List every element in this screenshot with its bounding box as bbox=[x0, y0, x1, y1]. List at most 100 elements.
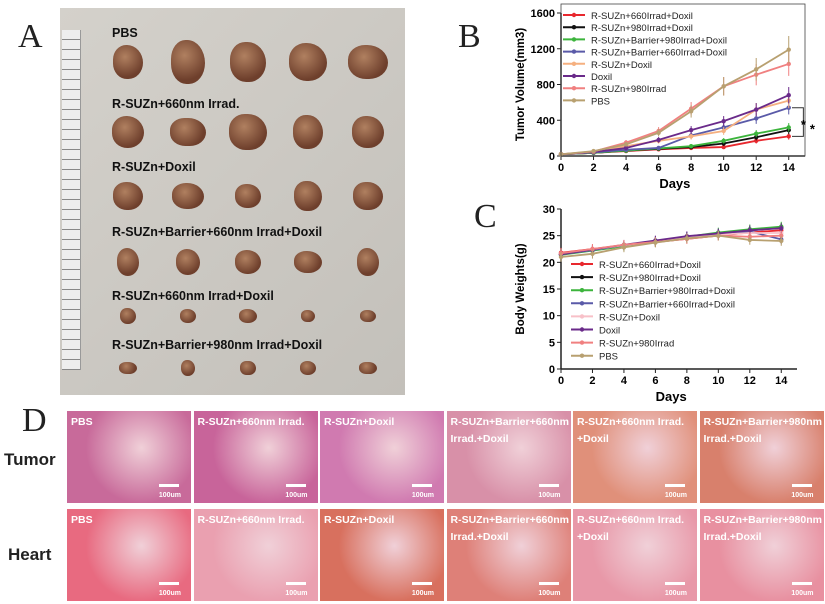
histology-heart-3: R-SUZn+Barrier+660nm Irrad.+Doxil 100um bbox=[446, 509, 571, 601]
data-point bbox=[779, 238, 784, 244]
scale-bar-label: 100um bbox=[158, 492, 181, 499]
x-tick-label: 0 bbox=[558, 162, 564, 174]
histology-tumor-2: R-SUZn+Doxil 100um bbox=[320, 411, 444, 503]
legend-label: R-SUZn+Barrier+980Irrad+Doxil bbox=[599, 286, 735, 297]
x-tick-label: 10 bbox=[712, 375, 724, 387]
x-axis-label: Days bbox=[656, 389, 687, 404]
scale-bar bbox=[791, 484, 812, 487]
tumor-specimen bbox=[111, 116, 145, 148]
data-point bbox=[688, 109, 694, 114]
data-point bbox=[688, 134, 694, 139]
data-point bbox=[621, 245, 627, 250]
x-tick-label: 4 bbox=[623, 162, 630, 174]
group-label: R-SUZn+Barrier+980nm Irrad+Doxil bbox=[112, 338, 323, 352]
y-tick-label: 5 bbox=[549, 337, 555, 349]
series-line bbox=[560, 48, 790, 156]
legend-marker bbox=[571, 25, 577, 30]
legend-marker bbox=[571, 12, 577, 18]
tile-label: R-SUZn+660nm Irrad. +Doxil bbox=[577, 416, 685, 445]
tumor-specimen bbox=[234, 250, 262, 274]
tumor-specimen bbox=[172, 183, 204, 209]
legend-label: R-SUZn+660Irrad+Doxil bbox=[599, 260, 701, 271]
data-point bbox=[721, 84, 726, 89]
x-tick-label: 2 bbox=[590, 162, 596, 174]
series-line bbox=[560, 234, 782, 258]
scale-bar-label: 100um bbox=[285, 492, 308, 499]
data-point bbox=[656, 130, 661, 135]
tile-label: R-SUZn+660nm Irrad. +Doxil bbox=[577, 514, 685, 543]
body-weight-chart: 0 2 4 6 8 10 12 14 0 5 10 15 20 25 30 Days Body Weights(… bbox=[515, 204, 797, 404]
scale-bar-label: 100um bbox=[538, 492, 561, 499]
tumor-specimen bbox=[181, 360, 195, 376]
group-label: R-SUZn+660nm Irrad+Doxil bbox=[112, 289, 274, 303]
tumor-specimen bbox=[293, 250, 323, 274]
legend-marker bbox=[571, 73, 577, 79]
legend-marker bbox=[579, 274, 585, 280]
tumor-specimen bbox=[359, 361, 377, 375]
data-point bbox=[721, 138, 726, 144]
x-tick-label: 12 bbox=[744, 375, 756, 387]
legend-label: Doxil bbox=[599, 326, 620, 337]
data-point bbox=[590, 251, 595, 256]
legend-label: R-SUZn+660Irrad+Doxil bbox=[591, 11, 693, 22]
legend-label: R-SUZn+Barrier+660Irrad+Doxil bbox=[599, 299, 735, 310]
tumor-specimen bbox=[112, 45, 144, 79]
x-tick-label: 2 bbox=[589, 375, 595, 387]
series-line bbox=[560, 94, 790, 156]
significance-marker: * bbox=[801, 117, 807, 132]
panel-label-c: C bbox=[474, 198, 497, 235]
legend-marker bbox=[579, 327, 585, 332]
tile-label: R-SUZn+Barrier+660nm Irrad.+Doxil bbox=[450, 416, 569, 445]
tumor-specimen bbox=[229, 113, 267, 151]
data-point bbox=[653, 240, 658, 245]
tile-label: R-SUZn+660nm Irrad. bbox=[197, 514, 305, 526]
legend-label: Doxil bbox=[591, 72, 612, 83]
data-point bbox=[721, 144, 726, 150]
data-point bbox=[786, 93, 791, 98]
data-point bbox=[716, 233, 721, 238]
y-tick-label: 0 bbox=[549, 151, 555, 163]
data-point bbox=[688, 143, 694, 149]
panel-label-b: B bbox=[458, 18, 481, 55]
legend-label: R-SUZn+980Irrad bbox=[599, 339, 674, 350]
legend-label: PBS bbox=[591, 96, 610, 107]
tumor-specimen bbox=[238, 309, 258, 323]
y-tick-label: 15 bbox=[543, 284, 555, 296]
legend-label: R-SUZn+Doxil bbox=[599, 312, 660, 323]
x-tick-label: 6 bbox=[656, 162, 662, 174]
histology-heart-2: R-SUZn+Doxil 100um bbox=[320, 509, 444, 601]
scale-bar-label: 100um bbox=[791, 492, 814, 499]
tumor-specimen bbox=[360, 310, 376, 322]
tumor-specimen bbox=[240, 360, 256, 376]
scale-bar bbox=[791, 582, 812, 585]
x-tick-label: 0 bbox=[558, 375, 564, 387]
scale-bar bbox=[285, 484, 306, 487]
group-label: R-SUZn+660nm Irrad. bbox=[112, 97, 240, 111]
tumor-specimen bbox=[356, 247, 380, 277]
panel-label-d: D bbox=[22, 402, 47, 439]
scale-bar-label: 100um bbox=[285, 590, 308, 597]
legend-marker bbox=[571, 49, 577, 54]
scale-bar-label: 100um bbox=[158, 590, 181, 597]
legend-marker bbox=[571, 86, 577, 91]
y-axis-label: Body Weights(g) bbox=[515, 243, 527, 334]
data-point bbox=[754, 116, 759, 121]
tumor-volume-chart: 0 2 4 6 8 10 12 14 0 400 800 1200 1600 Days Tumor Volu… bbox=[515, 3, 816, 191]
tile-label: R-SUZn+660nm Irrad. bbox=[197, 416, 305, 428]
legend-marker bbox=[571, 37, 577, 42]
legend-frame bbox=[560, 3, 806, 157]
tile-label: R-SUZn+Doxil bbox=[324, 416, 395, 428]
legend-marker bbox=[579, 301, 585, 306]
data-point bbox=[779, 233, 784, 238]
x-tick-label: 14 bbox=[783, 162, 796, 174]
histology-heart-5: R-SUZn+Barrier+980nm Irrad.+Doxil 100um bbox=[699, 509, 824, 601]
scale-bar-label: 100um bbox=[538, 590, 561, 597]
y-tick-label: 25 bbox=[543, 231, 555, 243]
data-point bbox=[786, 125, 791, 130]
histology-tumor-3: R-SUZn+Barrier+660nm Irrad.+Doxil 100um bbox=[446, 411, 571, 503]
data-point bbox=[754, 138, 759, 144]
legend-label: R-SUZn+Doxil bbox=[591, 60, 652, 71]
data-point bbox=[747, 228, 752, 233]
y-tick-label: 20 bbox=[543, 257, 555, 269]
y-tick-label: 400 bbox=[537, 115, 555, 127]
